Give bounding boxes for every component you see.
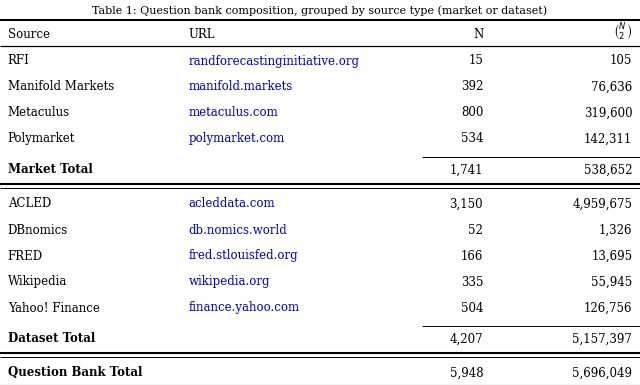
Text: 76,636: 76,636 [591,80,632,94]
Text: Manifold Markets: Manifold Markets [8,80,114,94]
Text: URL: URL [189,27,215,40]
Text: 52: 52 [468,224,483,236]
Text: 1,326: 1,326 [599,224,632,236]
Text: Dataset Total: Dataset Total [8,333,95,345]
Text: manifold.markets: manifold.markets [189,80,293,94]
Text: 534: 534 [461,132,483,146]
Text: 13,695: 13,695 [591,249,632,263]
Text: 105: 105 [610,55,632,67]
Text: Wikipedia: Wikipedia [8,276,67,288]
Text: 166: 166 [461,249,483,263]
Text: 1,741: 1,741 [450,164,483,176]
Text: fred.stlouisfed.org: fred.stlouisfed.org [189,249,298,263]
Text: Metaculus: Metaculus [8,107,70,119]
Text: 126,756: 126,756 [584,301,632,315]
Text: FRED: FRED [8,249,43,263]
Text: wikipedia.org: wikipedia.org [189,276,270,288]
Text: Question Bank Total: Question Bank Total [8,367,142,380]
Text: randforecastinginitiative.org: randforecastinginitiative.org [189,55,360,67]
Text: 4,207: 4,207 [449,333,483,345]
Text: Table 1: Question bank composition, grouped by source type (market or dataset): Table 1: Question bank composition, grou… [92,6,548,16]
Text: polymarket.com: polymarket.com [189,132,285,146]
Text: 538,652: 538,652 [584,164,632,176]
Text: RFI: RFI [8,55,29,67]
Text: 800: 800 [461,107,483,119]
Text: Polymarket: Polymarket [8,132,75,146]
Text: 504: 504 [461,301,483,315]
Text: 55,945: 55,945 [591,276,632,288]
Text: 319,600: 319,600 [584,107,632,119]
Text: db.nomics.world: db.nomics.world [189,224,287,236]
Text: 335: 335 [461,276,483,288]
Text: ACLED: ACLED [8,198,51,211]
Text: acleddata.com: acleddata.com [189,198,275,211]
Text: Source: Source [8,27,50,40]
Text: 392: 392 [461,80,483,94]
Text: $\binom{N}{2}$: $\binom{N}{2}$ [613,22,632,42]
Text: 142,311: 142,311 [584,132,632,146]
Text: metaculus.com: metaculus.com [189,107,278,119]
Text: Yahoo! Finance: Yahoo! Finance [8,301,100,315]
Text: Market Total: Market Total [8,164,92,176]
Text: 3,150: 3,150 [449,198,483,211]
Text: 5,696,049: 5,696,049 [572,367,632,380]
Text: 15: 15 [468,55,483,67]
Text: finance.yahoo.com: finance.yahoo.com [189,301,300,315]
Text: DBnomics: DBnomics [8,224,68,236]
Text: 4,959,675: 4,959,675 [572,198,632,211]
Text: N: N [473,27,483,40]
Text: 5,157,397: 5,157,397 [572,333,632,345]
Text: 5,948: 5,948 [449,367,483,380]
